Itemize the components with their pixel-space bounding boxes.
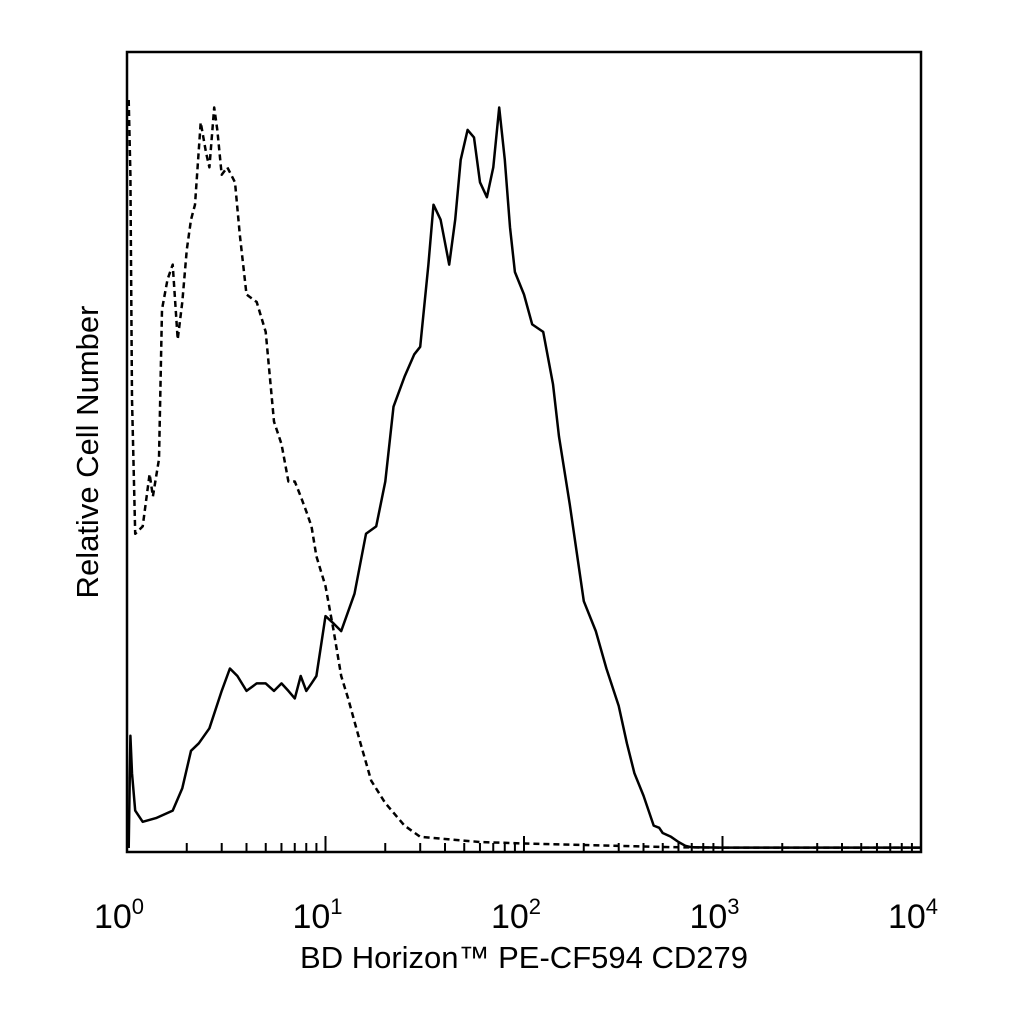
x-axis-ticks xyxy=(126,836,922,852)
series-layer xyxy=(127,99,921,849)
x-tick-label: 103 xyxy=(689,894,739,936)
histogram-series-solid xyxy=(127,106,921,849)
x-tick-label: 100 xyxy=(94,894,144,936)
x-axis-tick-labels: 100 101 102 103 104 xyxy=(94,894,938,936)
x-tick-label: 102 xyxy=(491,894,541,936)
y-axis-label: Relative Cell Number xyxy=(70,306,105,599)
x-tick-label: 104 xyxy=(888,894,938,936)
x-tick-label: 101 xyxy=(292,894,342,936)
plot-frame xyxy=(125,50,923,854)
histogram-series-dashed xyxy=(127,99,921,849)
x-axis-label: BD Horizon™ PE-CF594 CD279 xyxy=(300,940,748,975)
